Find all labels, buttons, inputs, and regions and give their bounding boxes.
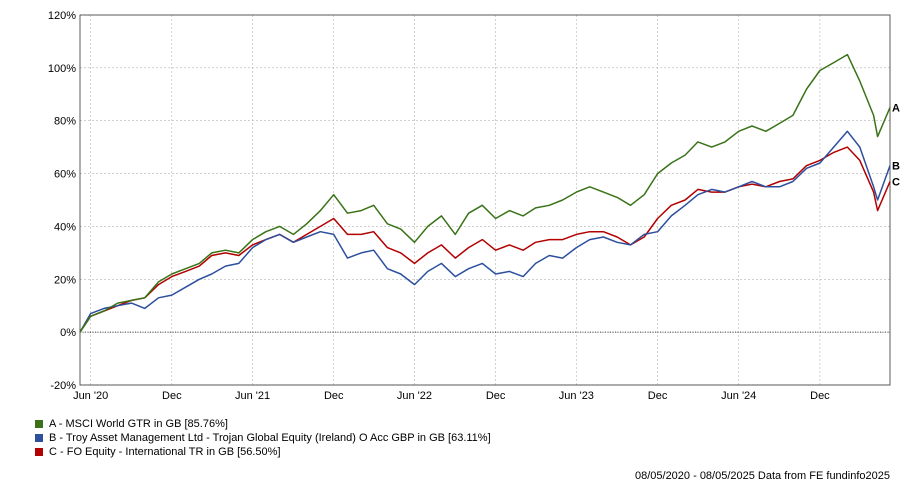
x-tick-label: Jun '21	[235, 390, 270, 402]
legend-item-b: B - Troy Asset Management Ltd - Trojan G…	[35, 431, 491, 445]
y-tick-label: 120%	[48, 10, 76, 22]
x-tick-label: Dec	[648, 390, 668, 402]
legend-label-c: C - FO Equity - International TR in GB […	[49, 446, 281, 458]
x-tick-label: Jun '23	[559, 390, 594, 402]
legend-swatch-b	[35, 434, 43, 442]
data-source-footer: 08/05/2020 - 08/05/2025 Data from FE fun…	[634, 470, 890, 482]
y-tick-label: 60%	[54, 169, 76, 181]
series-line-b	[79, 130, 891, 333]
x-tick-label: Dec	[162, 390, 182, 402]
x-tick-label: Dec	[810, 390, 830, 402]
y-tick-label: 100%	[48, 63, 76, 75]
series-line-a	[79, 53, 891, 333]
y-tick-label: 40%	[54, 221, 76, 233]
axes: 120% 100% 80% 60% 40% 20% 0% -20%Jun '20 Dec Jun …	[48, 10, 891, 402]
y-tick-label: -20%	[50, 380, 76, 392]
legend-label-b: B - Troy Asset Management Ltd - Trojan G…	[49, 432, 491, 444]
plot-frame	[79, 14, 891, 386]
end-label-a: A	[892, 103, 900, 115]
end-labels: A BC	[892, 103, 900, 189]
legend: A - MSCI World GTR in GB [85.76%] B - Tr…	[35, 417, 491, 459]
legend-swatch-c	[35, 448, 43, 456]
x-tick-label: Jun '24	[721, 390, 756, 402]
series-lines	[79, 53, 891, 333]
legend-swatch-a	[35, 420, 43, 428]
end-label-c: C	[892, 177, 900, 189]
x-tick-label: Dec	[486, 390, 506, 402]
y-tick-label: 20%	[54, 274, 76, 286]
legend-label-a: A - MSCI World GTR in GB [85.76%]	[49, 418, 228, 430]
x-tick-label: Jun '20	[73, 390, 108, 402]
end-label-b: B	[892, 161, 900, 173]
line-chart: 120% 100% 80% 60% 40% 20% 0% -20%Jun '20 Dec Jun …	[48, 10, 900, 402]
legend-item-a: A - MSCI World GTR in GB [85.76%]	[35, 417, 491, 431]
grid	[80, 14, 890, 386]
x-tick-label: Dec	[324, 390, 344, 402]
x-tick-label: Jun '22	[397, 390, 432, 402]
legend-item-c: C - FO Equity - International TR in GB […	[35, 445, 491, 459]
series-line-c	[79, 146, 891, 333]
y-tick-label: 80%	[54, 116, 76, 128]
y-tick-label: 0%	[60, 327, 76, 339]
